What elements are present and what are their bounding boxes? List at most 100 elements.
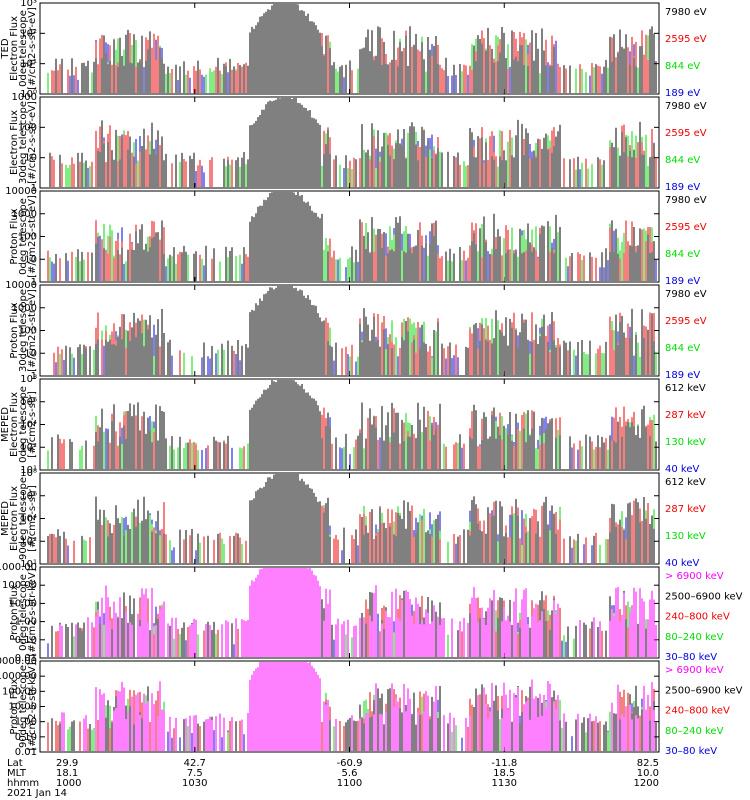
y-tick-label: 1 [31,371,37,382]
legend-entry: 2595 eV [665,34,707,45]
series-trace-green [47,218,655,281]
series-trace-red [51,108,657,187]
y-axis-label-line: Proton Flux [9,302,20,358]
y-axis-label-line: 90deg telescope [18,665,29,748]
legend-entry: 287 keV [665,410,706,421]
legend-entry: 7980 eV [665,195,707,206]
y-tick-label: 10.00 [8,598,37,609]
x-tick-label-mlt: 5.6 [342,768,358,779]
y-axis-label-line: [#/cm2-s-str-eV] [27,195,38,278]
y-tick-label: 1.00 [15,617,37,628]
y-axis-label-line: Electron Flux [9,110,20,175]
y-axis-label-line: 30deg telescope [18,101,29,184]
series-trace-green [59,312,657,375]
x-tick-label-mlt: 10.0 [637,768,659,779]
y-tick-label: 0.10 [15,732,37,743]
y-tick-label: 1000.00 [0,562,37,573]
series-trace-green [49,126,655,187]
y-axis-label-line: 0deg telescope [18,198,29,275]
legend-entry: 844 eV [665,61,700,72]
y-axis-label-line: MEPED [0,501,11,536]
y-tick-label: 0.10 [15,635,37,646]
series-trace-blue [47,603,655,657]
legend-entry: 2500–6900 keV [665,685,743,696]
y-axis-label-line: 0deg telescope [18,386,29,463]
legend-entry: 40 keV [665,558,699,569]
y-axis-label-line: [#/cm2-s-str-eV] [27,7,38,90]
legend-entry: 287 keV [665,504,706,515]
x-tick-label-hhmm: 1200 [634,778,659,789]
y-tick-label: 0.01 [15,653,37,664]
y-axis-label-line: Electron Flux [9,392,20,457]
y-tick-label: 100 [18,326,37,337]
y-tick-label: 10¹ [20,465,37,476]
x-tick-label-mlt: 18.5 [493,768,515,779]
legend-entry: 189 eV [665,276,700,287]
y-tick-label: 10 [24,153,37,164]
legend-entry: 844 eV [665,343,700,354]
y-tick-label: 10⁶ [20,397,37,408]
series-trace-black [55,4,657,93]
legend-entry: 40 keV [665,464,699,475]
y-tick-label: 10¹ [20,559,37,570]
series-trace-black [65,286,655,375]
x-tick-label-lat: 42.7 [184,758,206,769]
series-trace-green [47,31,655,93]
y-axis-label-line: TED [0,38,11,59]
x-tick-label-lat: 82.5 [637,758,659,769]
y-tick-label: 1.00 [15,717,37,728]
y-tick-label: 100.00 [2,580,37,591]
y-axis-label-line: [#/cm2-s-str-eV] [27,289,38,372]
y-tick-label: 10⁶ [20,491,37,502]
panel-frame [39,472,660,565]
y-axis-label-line: MEPED [0,407,11,442]
x-tick-label-hhmm: 1100 [337,778,362,789]
y-tick-label: 10.00 [8,702,37,713]
y-tick-label: 10 [24,348,37,359]
x-axis-row-label-mlt: MLT [7,768,27,779]
y-tick-label: 10000 [5,280,37,291]
legend-entry: 130 keV [665,437,706,448]
legend-entry: 7980 eV [665,289,707,300]
y-tick-label: 0.01 [15,747,37,758]
y-tick-label: 10¹ [20,59,37,70]
legend-entry: 7980 eV [665,7,707,18]
y-axis-label-line: [#/cm2-s-str-keV] [27,662,38,750]
x-tick-label-lat: -11.8 [491,758,517,769]
legend-entry: 189 eV [665,370,700,381]
x-tick-label-hhmm: 1030 [182,778,207,789]
y-tick-label: 10000 [5,186,37,197]
y-tick-label: 100 [18,232,37,243]
series-trace-magenta [59,568,657,657]
y-axis-label-line: Proton Flux [9,584,20,640]
legend-entry: > 6900 keV [665,571,724,582]
series-trace-blue [87,697,655,751]
series-trace-green [47,407,655,469]
y-tick-label: 100 [18,122,37,133]
series-trace-black [51,662,657,751]
legend-entry: 612 keV [665,477,706,488]
y-axis-label-line: [#/cm2-s-str] [27,485,38,552]
panel-7: 0.01 0.10 1.00 10.00 100.00 1000.00 Proton Flu… [0,562,743,664]
x-tick-label-lat: 29.9 [56,758,78,769]
legend-entry: 189 eV [665,88,700,99]
legend-entry: 80–240 keV [665,632,724,643]
series-trace-red [47,672,655,751]
y-tick-label: 10⁸ [20,468,37,479]
legend-entry: 844 eV [665,155,700,166]
series-trace-black [55,192,655,281]
y-tick-label: 10000.00 [0,656,37,667]
y-axis-label-line: Proton Flux [9,208,20,264]
series-trace-blue [47,415,657,469]
y-tick-label: 10⁴ [20,514,37,525]
legend-entry: > 6900 keV [665,665,724,676]
y-tick-label: 10⁴ [20,420,37,431]
y-tick-label: 10² [20,536,37,547]
